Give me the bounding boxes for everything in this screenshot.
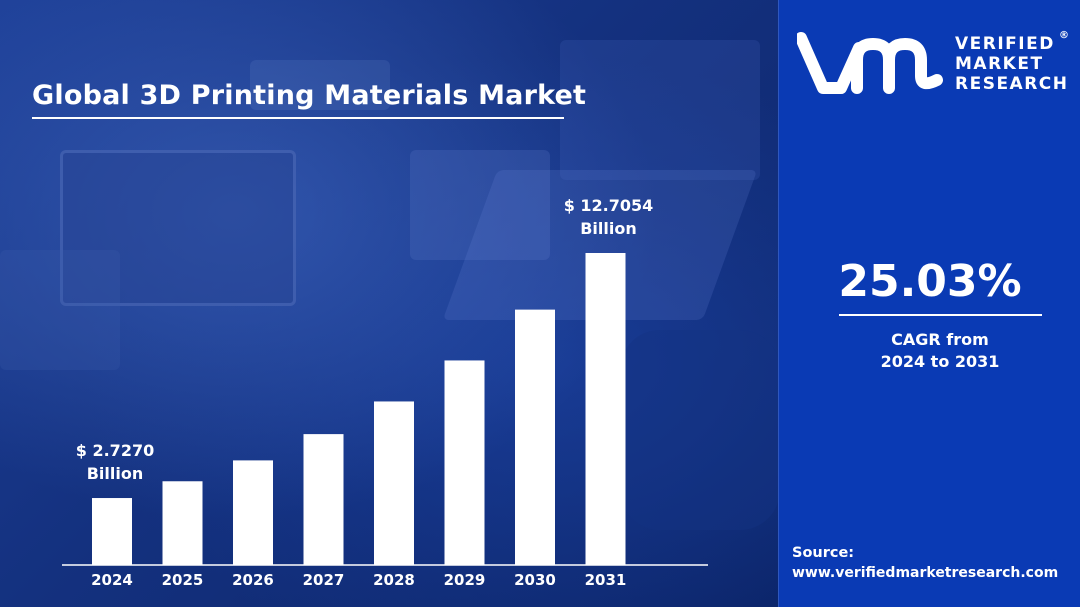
vmr-logo-icon — [795, 32, 943, 94]
x-tick-label: 2024 — [91, 571, 133, 589]
circuit-chip-decoration — [60, 150, 296, 306]
bar-chart: 2024 2025 2026 2027 2028 2029 2030 2031 $ 2.727… — [62, 196, 708, 589]
x-tick-label: 2029 — [444, 571, 486, 589]
source-url: www.verifiedmarketresearch.com — [792, 565, 1059, 581]
circuit-chip-decoration — [250, 60, 390, 110]
cagr-label: CAGR from 2024 to 2031 — [779, 329, 1080, 373]
x-tick-label: 2031 — [585, 571, 627, 589]
circuit-chip-decoration — [410, 150, 550, 260]
cagr-label-line2: 2024 to 2031 — [880, 352, 1000, 371]
cagr-divider — [839, 314, 1042, 316]
title-underline — [32, 117, 564, 119]
bar-2025 — [162, 481, 203, 565]
bar-2030 — [515, 309, 555, 565]
bar-2024 — [92, 498, 132, 565]
chart-panel: Global 3D Printing Materials Market 2024… — [0, 0, 778, 607]
bar-2026 — [233, 460, 273, 565]
brand-name-line3: RESEARCH — [955, 74, 1069, 94]
source-label: Source: — [792, 545, 855, 561]
bar-2029 — [444, 360, 485, 565]
circuit-chip-decoration — [560, 40, 760, 180]
cagr-label-line1: CAGR from — [891, 330, 989, 349]
brand-name-line2: MARKET — [955, 54, 1044, 74]
registered-mark: ® — [1059, 30, 1069, 41]
brand-logo: VERIFIED MARKET RESEARCH ® — [795, 30, 1069, 100]
data-label-2024: Billion — [87, 464, 144, 483]
circuit-chip-decoration — [0, 250, 120, 370]
circuit-chip-decoration — [620, 330, 778, 530]
data-label-2031: $ 12.7054 — [564, 196, 654, 215]
brand-name-line1: VERIFIED — [955, 34, 1055, 54]
x-tick-label: 2026 — [232, 571, 274, 589]
info-panel: VERIFIED MARKET RESEARCH ® 25.03% CAGR f… — [778, 0, 1080, 607]
x-tick-label: 2030 — [514, 571, 556, 589]
x-tick-label: 2025 — [162, 571, 204, 589]
data-label-2024: $ 2.7270 — [76, 441, 154, 460]
bar-2028 — [374, 401, 414, 565]
chart-title: Global 3D Printing Materials Market — [32, 80, 587, 111]
bar-2031 — [585, 253, 626, 565]
x-tick-label: 2027 — [303, 571, 345, 589]
x-tick-label: 2028 — [373, 571, 415, 589]
cagr-value: 25.03% — [838, 256, 1022, 307]
data-label-2031: Billion — [580, 219, 637, 238]
bar-2027 — [303, 434, 344, 565]
